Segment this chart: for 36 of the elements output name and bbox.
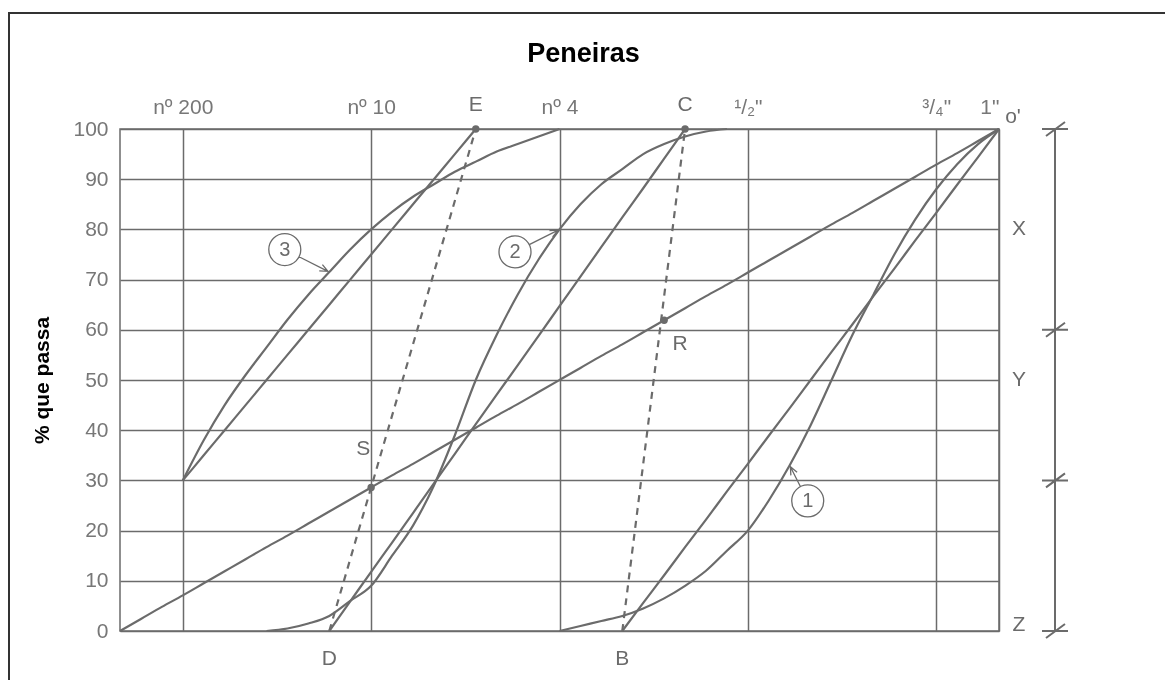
y-tick-label: 0 xyxy=(96,618,109,642)
y-tick-label: 10 xyxy=(85,568,109,592)
y-tick-label: 90 xyxy=(85,166,109,190)
series-label: 3 xyxy=(279,237,291,260)
data-label: C xyxy=(677,92,693,115)
x-tick-label: nº 4 xyxy=(541,94,579,118)
y-tick-label: 30 xyxy=(85,467,109,491)
y-tick-label: 50 xyxy=(85,367,109,391)
point xyxy=(660,316,668,324)
data-label: S xyxy=(356,436,371,460)
y-tick-label: 60 xyxy=(85,317,109,341)
data-label: o' xyxy=(1005,104,1021,127)
text: Z xyxy=(1012,611,1026,635)
data-label: R xyxy=(672,331,688,355)
x-tick-label: ³/₄" xyxy=(922,94,952,118)
point xyxy=(681,125,689,133)
data-label: B xyxy=(615,646,630,669)
text: Y xyxy=(1011,367,1027,390)
point xyxy=(472,125,480,133)
x-tick-label: nº 200 xyxy=(153,94,214,118)
data-label: D xyxy=(321,646,337,669)
y-tick-label: 100 xyxy=(73,116,109,140)
point xyxy=(367,483,375,492)
chart-title: Peneiras xyxy=(527,38,640,68)
series-label: 1 xyxy=(802,488,814,511)
x-tick-label: 1" xyxy=(980,94,1000,118)
y-tick-label: 40 xyxy=(85,417,109,441)
text: X xyxy=(1011,216,1027,240)
legend-label: 2 xyxy=(509,239,521,262)
x-tick-label: nº 10 xyxy=(347,94,396,118)
data-label: E xyxy=(468,92,483,115)
y-axis-title: % que passa xyxy=(30,316,54,445)
y-tick-label: 80 xyxy=(85,216,109,240)
y-tick-label: 20 xyxy=(85,518,109,542)
y-tick-label: 70 xyxy=(85,267,109,291)
x-tick-label: ¹/₂" xyxy=(734,94,763,118)
